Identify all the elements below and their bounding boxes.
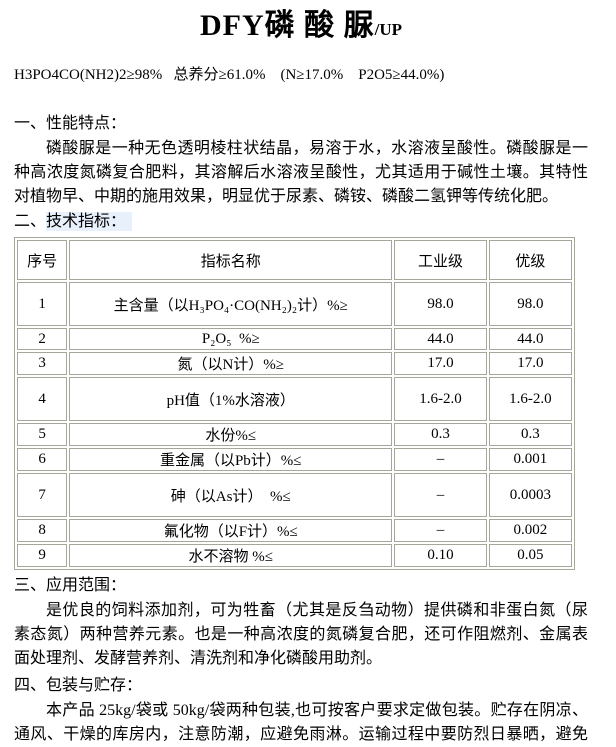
- column-header-indicator-name: 指标名称: [69, 240, 393, 280]
- formula-line: H3PO4CO(NH2)2≥98% 总养分≥61.0% (N≥17.0% P2O…: [14, 67, 445, 83]
- row-number-cell: 2: [17, 328, 68, 350]
- industrial-grade-cell: –: [394, 473, 487, 517]
- row-number-cell: 8: [17, 519, 68, 542]
- section-packaging-body: 本产品 25kg/袋或 50kg/袋两种包装,也可按客户要求定做包装。贮存在阴凉…: [14, 702, 588, 743]
- row-number-cell: 4: [17, 377, 68, 421]
- column-header-industrial-grade: 工业级: [394, 240, 487, 280]
- section-technical-heading-text: 技术指标：: [46, 212, 133, 231]
- indicator-name-cell: 氟化物（以F计）%≤: [69, 519, 393, 542]
- indicator-name-cell: pH值（1%水溶液）: [69, 377, 393, 421]
- table-row: 4 pH值（1%水溶液） 1.6-2.0 1.6-2.0: [17, 377, 572, 421]
- premium-grade-cell: 44.0: [488, 328, 572, 350]
- table-row: 3 氮（以N计）%≥ 17.0 17.0: [17, 352, 572, 375]
- industrial-grade-cell: 98.0: [394, 282, 487, 326]
- premium-grade-cell: 0.002: [488, 519, 572, 542]
- table-row: 9 水不溶物 %≤ 0.10 0.05: [17, 544, 572, 567]
- premium-grade-cell: 0.3: [488, 423, 572, 446]
- table-row: 6 重金属（以Pb计）%≤ –0.001: [17, 448, 572, 471]
- industrial-grade-cell: 17.0: [394, 352, 487, 375]
- column-header-row-number: 序号: [17, 240, 68, 280]
- section-technical-heading-prefix: 二、: [14, 213, 47, 230]
- indicator-name-cell: 氮（以N计）%≥: [69, 352, 393, 375]
- industrial-grade-cell: 1.6-2.0: [394, 377, 487, 421]
- industrial-grade-cell: –: [394, 448, 487, 471]
- premium-grade-cell: 0.0003: [488, 473, 572, 517]
- page-title-main: DFY磷 酸 脲: [199, 9, 375, 42]
- column-header-premium-grade: 优级: [488, 240, 572, 280]
- row-number-cell: 3: [17, 352, 68, 375]
- table-row: 5 水份%≤ 0.3 0.3: [17, 423, 572, 446]
- indicator-name-cell: 主含量（以H₃PO₄·CO(NH₂)₂计）%≥: [69, 282, 393, 326]
- indicator-name-cell: 水不溶物 %≤: [69, 544, 393, 567]
- spec-table-header-row: 序号 指标名称 工业级 优级: [17, 240, 572, 280]
- section-application-body: 是优良的饲料添加剂，可为牲畜（尤其是反刍动物）提供磷和非蛋白氮（尿素态氮）两种营…: [14, 602, 588, 667]
- row-number-cell: 1: [17, 282, 68, 326]
- premium-grade-cell: 0.05: [488, 544, 572, 567]
- section-application-heading: 三、应用范围：: [14, 577, 127, 594]
- section-performance-heading: 一、性能特点：: [14, 115, 127, 132]
- section-packaging-heading: 四、包装与贮存：: [14, 677, 143, 694]
- indicator-name-cell: 水份%≤: [69, 423, 393, 446]
- row-number-cell: 6: [17, 448, 68, 471]
- spec-table: 序号 指标名称 工业级 优级 1 主含量（以H₃PO₄·CO(NH₂)₂计）%≥ 9…: [14, 237, 575, 570]
- table-row: 8 氟化物（以F计）%≤ –0.002: [17, 519, 572, 542]
- industrial-grade-cell: 0.3: [394, 423, 487, 446]
- section-performance-body: 磷酸脲是一种无色透明棱柱状结晶，易溶于水，水溶液呈酸性。磷酸脲是一种高浓度氮磷复…: [14, 140, 588, 205]
- industrial-grade-cell: 0.10: [394, 544, 487, 567]
- industrial-grade-cell: –: [394, 519, 487, 542]
- table-row: 2 P₂O₅ %≥ 44.0 44.0: [17, 328, 572, 350]
- page-title-suffix: /UP: [374, 20, 403, 39]
- row-number-cell: 5: [17, 423, 68, 446]
- page-title: DFY磷 酸 脲/UP: [14, 6, 588, 50]
- table-row: 7 砷（以As计） %≤ –0.0003: [17, 473, 572, 517]
- premium-grade-cell: 0.001: [488, 448, 572, 471]
- indicator-name-cell: P₂O₅ %≥: [69, 328, 393, 350]
- industrial-grade-cell: 44.0: [394, 328, 487, 350]
- premium-grade-cell: 1.6-2.0: [488, 377, 572, 421]
- premium-grade-cell: 98.0: [488, 282, 572, 326]
- table-row: 1 主含量（以H₃PO₄·CO(NH₂)₂计）%≥ 98.0 98.0: [17, 282, 572, 326]
- row-number-cell: 9: [17, 544, 68, 567]
- row-number-cell: 7: [17, 473, 68, 517]
- indicator-name-cell: 重金属（以Pb计）%≤: [69, 448, 393, 471]
- indicator-name-cell: 砷（以As计） %≤: [69, 473, 393, 517]
- premium-grade-cell: 17.0: [488, 352, 572, 375]
- section-technical-heading: 二、技术指标：: [14, 210, 588, 233]
